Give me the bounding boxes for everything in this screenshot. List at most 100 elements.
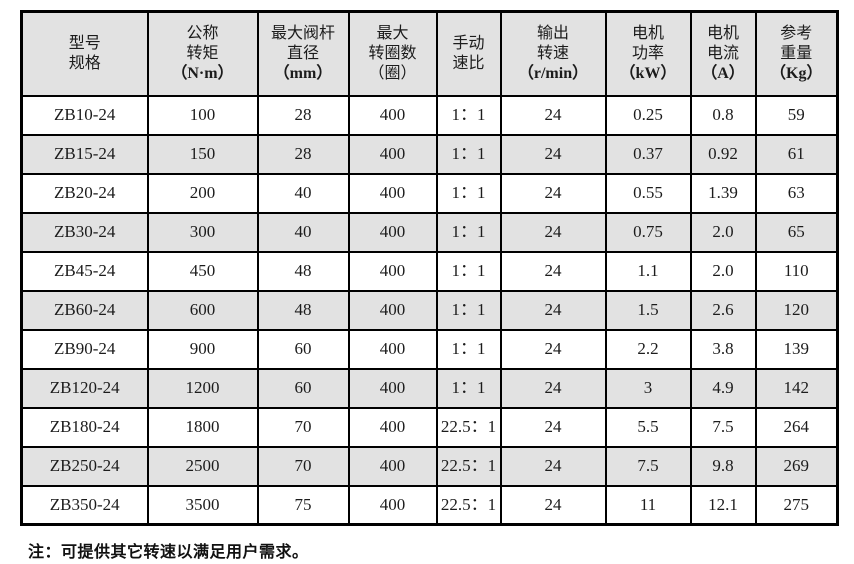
header-row: 型号 规格 公称 转矩 （N·m） 最大阀杆 直径 （mm） 最大 转圈数 （圈） 手动 速比 输出 转速 （… (20, 10, 839, 97)
value-cell: 63 (754, 172, 839, 214)
value-cell: 28 (256, 133, 350, 175)
value-cell: 22.5：1 (435, 484, 502, 526)
value-cell: 450 (146, 250, 259, 292)
value-cell: 1：1 (435, 367, 502, 409)
value-cell: 0.92 (689, 133, 757, 175)
value-cell: 24 (499, 367, 607, 409)
header-line: 参考 (780, 24, 813, 42)
header-line: 电流 (706, 44, 739, 62)
column-header-1: 型号 规格 (20, 10, 149, 97)
value-cell: 7.5 (689, 406, 757, 448)
value-cell: 28 (256, 94, 350, 136)
column-header-6: 输出 转速 （r/min） (499, 10, 607, 97)
value-cell: 60 (256, 328, 350, 370)
table-body: ZB10-24 100 28 400 1：1 24 0.25 0.8 59 ZB15-24 150 2… (20, 94, 839, 526)
value-cell: 150 (146, 133, 259, 175)
header-unit: （mm） (273, 64, 333, 82)
table-row: ZB10-24 100 28 400 1：1 24 0.25 0.8 59 (20, 94, 839, 136)
value-cell: 0.25 (604, 94, 692, 136)
value-cell: 139 (754, 328, 839, 370)
value-cell: 9.8 (689, 445, 757, 487)
value-cell: 900 (146, 328, 259, 370)
value-cell: 0.55 (604, 172, 692, 214)
value-cell: 65 (754, 211, 839, 253)
value-cell: 0.75 (604, 211, 692, 253)
header-line: 转矩 (186, 44, 219, 62)
model-cell: ZB60-24 (20, 289, 149, 331)
value-cell: 200 (146, 172, 259, 214)
model-cell: ZB350-24 (20, 484, 149, 526)
value-cell: 110 (754, 250, 839, 292)
header-line: 转圈数 (368, 44, 417, 62)
value-cell: 24 (499, 94, 607, 136)
model-cell: ZB20-24 (20, 172, 149, 214)
value-cell: 24 (499, 328, 607, 370)
header-line: 公称 (186, 24, 219, 42)
table-row: ZB60-24 600 48 400 1：1 24 1.5 2.6 120 (20, 289, 839, 331)
header-line: 电机 (706, 24, 739, 42)
column-header-5: 手动 速比 (435, 10, 502, 97)
value-cell: 275 (754, 484, 839, 526)
value-cell: 1200 (146, 367, 259, 409)
value-cell: 24 (499, 172, 607, 214)
column-header-9: 参考 重量 （Kg） (754, 10, 839, 97)
value-cell: 1：1 (435, 133, 502, 175)
value-cell: 400 (347, 172, 438, 214)
value-cell: 24 (499, 250, 607, 292)
value-cell: 269 (754, 445, 839, 487)
value-cell: 1.5 (604, 289, 692, 331)
header-line: 功率 (631, 44, 664, 62)
value-cell: 2500 (146, 445, 259, 487)
column-header-7: 电机 功率 （kW） (604, 10, 692, 97)
value-cell: 24 (499, 406, 607, 448)
footnote: 注：可提供其它转速以满足用户需求。 (28, 544, 309, 561)
table-row: ZB350-24 3500 75 400 22.5：1 24 11 12.1 275 (20, 484, 839, 526)
table-row: ZB30-24 300 40 400 1：1 24 0.75 2.0 65 (20, 211, 839, 253)
value-cell: 142 (754, 367, 839, 409)
value-cell: 400 (347, 406, 438, 448)
value-cell: 400 (347, 94, 438, 136)
model-cell: ZB250-24 (20, 445, 149, 487)
value-cell: 4.9 (689, 367, 757, 409)
value-cell: 48 (256, 250, 350, 292)
value-cell: 2.2 (604, 328, 692, 370)
value-cell: 2.6 (689, 289, 757, 331)
value-cell: 400 (347, 211, 438, 253)
value-cell: 1：1 (435, 94, 502, 136)
model-cell: ZB120-24 (20, 367, 149, 409)
value-cell: 0.8 (689, 94, 757, 136)
value-cell: 59 (754, 94, 839, 136)
table-row: ZB15-24 150 28 400 1：1 24 0.37 0.92 61 (20, 133, 839, 175)
column-header-2: 公称 转矩 （N·m） (146, 10, 259, 97)
value-cell: 400 (347, 133, 438, 175)
model-cell: ZB30-24 (20, 211, 149, 253)
value-cell: 48 (256, 289, 350, 331)
value-cell: 100 (146, 94, 259, 136)
value-cell: 1：1 (435, 172, 502, 214)
header-line: 最大 (376, 24, 409, 42)
model-cell: ZB90-24 (20, 328, 149, 370)
value-cell: 61 (754, 133, 839, 175)
table-row: ZB90-24 900 60 400 1：1 24 2.2 3.8 139 (20, 328, 839, 370)
model-cell: ZB180-24 (20, 406, 149, 448)
value-cell: 24 (499, 211, 607, 253)
value-cell: 400 (347, 484, 438, 526)
value-cell: 5.5 (604, 406, 692, 448)
header-unit: （A） (701, 64, 745, 82)
value-cell: 24 (499, 445, 607, 487)
value-cell: 300 (146, 211, 259, 253)
header-line: 速比 (452, 54, 485, 72)
value-cell: 1：1 (435, 328, 502, 370)
header-line: 手动 (452, 34, 485, 52)
value-cell: 3500 (146, 484, 259, 526)
header-line: 型号 (68, 34, 101, 52)
column-header-4: 最大转圈数 （圈） (347, 10, 438, 97)
value-cell: 1：1 (435, 250, 502, 292)
value-cell: 24 (499, 484, 607, 526)
value-cell: 7.5 (604, 445, 692, 487)
header-unit: （圈） (368, 64, 417, 82)
value-cell: 70 (256, 406, 350, 448)
value-cell: 22.5：1 (435, 445, 502, 487)
value-cell: 22.5：1 (435, 406, 502, 448)
value-cell: 2.0 (689, 250, 757, 292)
